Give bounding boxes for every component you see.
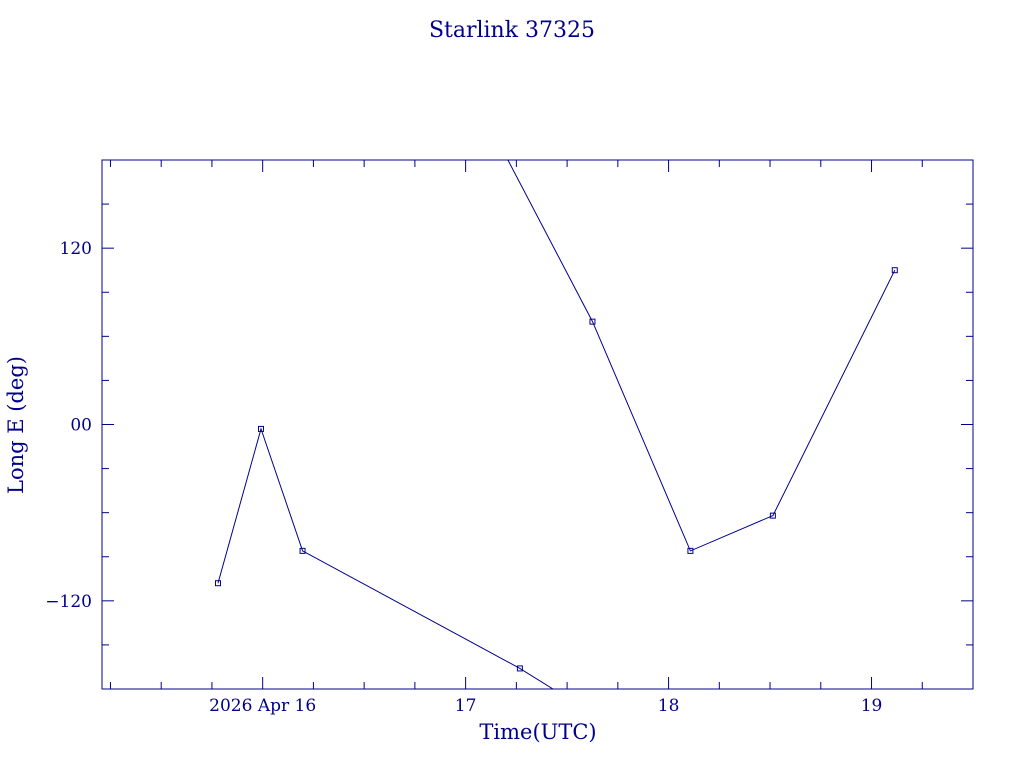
y-tick-label: −120 bbox=[45, 592, 92, 612]
chart-title: Starlink 37325 bbox=[429, 18, 595, 43]
y-tick-label: 120 bbox=[60, 239, 92, 259]
x-tick-label: 19 bbox=[861, 696, 883, 716]
data-point-marker bbox=[516, 665, 523, 672]
data-point-marker bbox=[769, 512, 776, 519]
ticks-layer bbox=[102, 160, 974, 689]
data-point-marker bbox=[257, 425, 264, 432]
y-tick-label: 00 bbox=[70, 416, 92, 436]
tick-labels-layer: 2026 Apr 16 17 18 19 120 00 −120 bbox=[45, 239, 882, 716]
y-axis-label: Long E (deg) bbox=[4, 356, 28, 494]
data-point-marker bbox=[687, 547, 694, 554]
series-line-segment bbox=[507, 160, 896, 552]
x-tick-label: 17 bbox=[455, 696, 477, 716]
data-point-marker bbox=[214, 580, 221, 587]
x-tick-label: 2026 Apr 16 bbox=[209, 696, 316, 716]
x-tick-label: 18 bbox=[658, 696, 680, 716]
series-layer bbox=[217, 160, 896, 689]
series-line-segment bbox=[217, 427, 554, 689]
plot-frame bbox=[101, 159, 974, 690]
data-point-marker bbox=[299, 547, 306, 554]
markers-layer bbox=[214, 267, 898, 672]
x-axis-label: Time(UTC) bbox=[479, 720, 596, 744]
data-point-marker bbox=[891, 267, 898, 274]
data-point-marker bbox=[589, 318, 596, 325]
